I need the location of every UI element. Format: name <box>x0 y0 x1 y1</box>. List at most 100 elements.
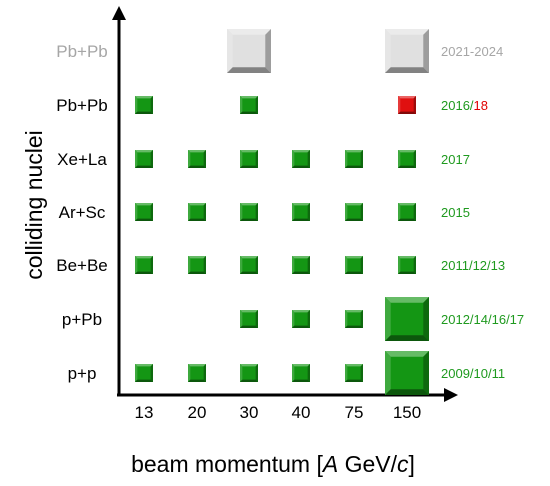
bevel-bottom <box>135 379 153 382</box>
data-square <box>345 203 363 221</box>
square-face <box>292 310 310 328</box>
bevel-bottom <box>240 111 258 114</box>
bevel-bottom <box>345 165 363 168</box>
system-label: p+Pb <box>62 310 102 329</box>
bevel-left <box>188 150 191 168</box>
bevel-top <box>188 256 206 259</box>
square-face <box>398 96 416 114</box>
run-years-label: 2021-2024 <box>441 44 503 59</box>
square-face <box>240 310 258 328</box>
bevel-bottom <box>292 271 310 274</box>
data-square <box>398 203 416 221</box>
system-label: Pb+Pb <box>56 96 108 115</box>
bevel-right <box>307 364 310 382</box>
data-square <box>292 150 310 168</box>
bevel-bottom <box>135 111 153 114</box>
bevel-top <box>188 203 206 206</box>
square-face <box>188 364 206 382</box>
x-axis-title-part: A <box>321 451 338 477</box>
data-square <box>188 203 206 221</box>
run-years-label: 2017 <box>441 152 470 167</box>
data-square <box>385 29 429 73</box>
bevel-right <box>413 256 416 274</box>
bevel-left <box>385 297 391 341</box>
square-face <box>292 150 310 168</box>
run-years-label: 2011/12/13 <box>441 258 505 273</box>
bevel-top <box>385 351 429 357</box>
system-label: Ar+Sc <box>59 203 106 222</box>
bevel-top <box>385 29 429 35</box>
bevel-top <box>135 256 153 259</box>
square-face <box>240 96 258 114</box>
bevel-left <box>227 29 233 73</box>
data-square <box>292 364 310 382</box>
bevel-top <box>345 310 363 313</box>
x-axis-title-part: beam momentum [ <box>131 451 323 477</box>
bevel-right <box>150 203 153 221</box>
bevel-top <box>398 96 416 99</box>
x-axis-title-part: GeV/ <box>338 451 397 477</box>
bevel-bottom <box>398 165 416 168</box>
y-axis-arrow <box>112 6 126 20</box>
bevel-right <box>255 96 258 114</box>
data-square <box>385 351 429 395</box>
bevel-top <box>292 256 310 259</box>
bevel-left <box>188 364 191 382</box>
bevel-bottom <box>398 218 416 221</box>
bevel-right <box>203 150 206 168</box>
bevel-right <box>255 203 258 221</box>
square-face <box>398 203 416 221</box>
data-square <box>240 310 258 328</box>
bevel-right <box>307 256 310 274</box>
square-face <box>240 150 258 168</box>
bevel-bottom <box>135 218 153 221</box>
bevel-left <box>292 150 295 168</box>
bevel-left <box>292 256 295 274</box>
bevel-right <box>150 256 153 274</box>
square-face <box>385 351 429 395</box>
data-square <box>345 310 363 328</box>
bevel-left <box>292 364 295 382</box>
bevel-top <box>345 364 363 367</box>
run-years-label: 2015 <box>441 205 470 220</box>
bevel-left <box>398 256 401 274</box>
bevel-bottom <box>240 379 258 382</box>
bevel-left <box>292 203 295 221</box>
data-square <box>188 364 206 382</box>
square-face <box>398 150 416 168</box>
square-face <box>188 150 206 168</box>
data-square <box>240 256 258 274</box>
square-face <box>345 150 363 168</box>
bevel-left <box>345 203 348 221</box>
square-face <box>240 203 258 221</box>
square-face <box>135 150 153 168</box>
bevel-right <box>423 29 429 73</box>
data-square <box>135 256 153 274</box>
square-face <box>227 29 271 73</box>
bevel-bottom <box>240 271 258 274</box>
bevel-right <box>150 96 153 114</box>
bevel-bottom <box>292 379 310 382</box>
data-square <box>227 29 271 73</box>
data-square <box>240 203 258 221</box>
data-square <box>398 150 416 168</box>
data-square <box>135 150 153 168</box>
bevel-top <box>135 150 153 153</box>
bevel-bottom <box>240 325 258 328</box>
bevel-top <box>345 203 363 206</box>
bevel-left <box>398 203 401 221</box>
square-face <box>188 203 206 221</box>
bevel-bottom <box>345 218 363 221</box>
bevel-left <box>135 256 138 274</box>
bevel-bottom <box>292 218 310 221</box>
bevel-left <box>135 96 138 114</box>
square-face <box>135 364 153 382</box>
bevel-bottom <box>188 165 206 168</box>
square-face <box>385 29 429 73</box>
square-face <box>292 364 310 382</box>
bevel-top <box>240 364 258 367</box>
x-axis-title-part: c <box>397 451 409 477</box>
bevel-left <box>188 256 191 274</box>
bevel-right <box>307 203 310 221</box>
bevel-top <box>345 256 363 259</box>
